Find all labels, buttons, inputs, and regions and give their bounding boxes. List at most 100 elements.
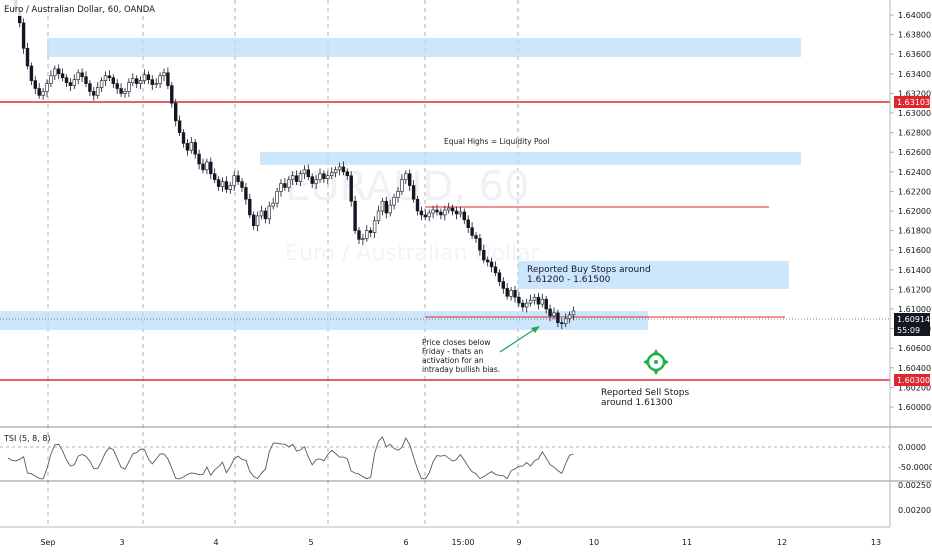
candle-body[interactable] [443,209,447,216]
candle-body[interactable] [290,175,295,180]
candle-body[interactable] [80,72,84,78]
candle-body[interactable] [563,318,568,324]
candle-body[interactable] [474,235,478,239]
candle-body[interactable] [368,230,373,233]
candle-body[interactable] [193,142,197,155]
level-lines[interactable] [0,101,890,381]
candle-body[interactable] [135,78,139,84]
liquidity-zones[interactable] [0,38,801,330]
candle-body[interactable] [255,215,260,226]
arrow-annotation[interactable] [499,326,540,353]
candle-body[interactable] [205,161,209,171]
candle-body[interactable] [365,230,369,239]
candle-body[interactable] [521,302,525,308]
candle-body[interactable] [361,238,365,240]
candle-body[interactable] [185,143,190,151]
candle-body[interactable] [349,175,353,202]
candle-body[interactable] [146,74,151,80]
candle-body[interactable] [326,175,330,179]
candle-body[interactable] [123,91,127,94]
candle-body[interactable] [68,82,73,86]
candle-body[interactable] [131,78,135,83]
candle-body[interactable] [357,230,361,240]
candle-body[interactable] [501,281,505,289]
candle-body[interactable] [450,207,455,212]
candle-body[interactable] [400,179,404,192]
candle-body[interactable] [396,191,400,198]
candle-body[interactable] [567,314,572,320]
candle-body[interactable] [60,73,65,79]
candle-body[interactable] [524,302,529,308]
candle-body[interactable] [37,88,41,96]
candle-body[interactable] [25,48,30,67]
candle-body[interactable] [314,179,318,184]
candle-body[interactable] [404,173,408,180]
candle-body[interactable] [150,79,154,85]
candle-body[interactable] [259,210,264,217]
candle-body[interactable] [353,200,357,231]
candle-body[interactable] [517,296,521,304]
candle-body[interactable] [376,210,381,222]
candle-body[interactable] [33,80,38,89]
candle-body[interactable] [119,88,123,94]
candle-body[interactable] [493,266,498,274]
candle-body[interactable] [271,202,275,207]
zone-upper[interactable] [47,38,801,57]
candle-body[interactable] [560,322,564,325]
candle-body[interactable] [337,166,342,171]
candle-body[interactable] [489,261,494,268]
target-marker-icon[interactable] [643,349,669,375]
candle-body[interactable] [462,211,466,221]
candle-body[interactable] [294,175,299,182]
candle-body[interactable] [372,220,377,233]
candle-body[interactable] [158,75,162,84]
candle-body[interactable] [427,212,431,218]
candle-body[interactable] [411,185,416,200]
candle-body[interactable] [302,169,307,175]
candle-body[interactable] [345,171,349,177]
candle-body[interactable] [497,272,502,282]
candle-body[interactable] [318,173,322,180]
candle-body[interactable] [333,169,338,174]
candle-body[interactable] [92,91,96,96]
candle-body[interactable] [107,75,112,79]
candle-body[interactable] [458,211,463,215]
candle-body[interactable] [162,72,166,77]
candle-body[interactable] [267,205,271,220]
candle-body[interactable] [485,259,490,263]
candle-body[interactable] [435,209,439,213]
candle-body[interactable] [552,312,556,317]
candle-body[interactable] [45,83,49,92]
candle-body[interactable] [181,132,186,144]
candle-body[interactable] [388,204,392,214]
candle-body[interactable] [407,173,412,186]
candle-body[interactable] [470,227,474,236]
candle-body[interactable] [103,75,108,81]
candle-body[interactable] [244,187,248,200]
candle-body[interactable] [571,310,576,316]
candle-body[interactable] [283,183,287,188]
candle-body[interactable] [177,120,182,133]
candle-body[interactable] [72,79,77,86]
candle-body[interactable] [513,290,517,298]
candle-body[interactable] [115,83,119,89]
candle-body[interactable] [275,191,279,204]
candle-body[interactable] [478,238,482,251]
candle-body[interactable] [431,209,435,214]
candle-body[interactable] [322,173,326,179]
candle-body[interactable] [99,80,104,88]
candle-body[interactable] [174,102,178,122]
zone-current[interactable] [0,311,648,330]
candle-body[interactable] [384,200,388,214]
candle-body[interactable] [64,77,69,83]
time-axis[interactable]: Sep 3 4 5 6 15:00 9 10 11 12 13 [40,538,881,547]
candle-body[interactable] [142,74,147,81]
candle-body[interactable] [56,68,61,75]
zone-buy-stops[interactable] [518,261,789,289]
candle-body[interactable] [310,176,314,184]
candle-body[interactable] [197,153,201,165]
candle-body[interactable] [263,210,268,220]
candle-body[interactable] [88,83,92,92]
candle-body[interactable] [505,288,509,297]
